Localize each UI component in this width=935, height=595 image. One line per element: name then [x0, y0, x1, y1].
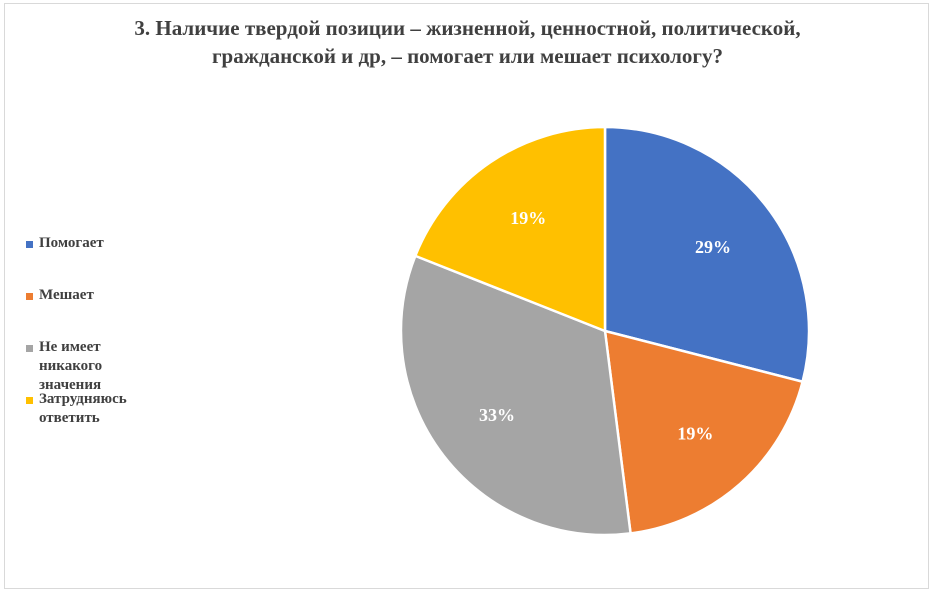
- legend-label: Не имеет никакого значения: [39, 339, 103, 393]
- chart-title-line-1: 3. Наличие твердой позиции – жизненной, …: [134, 16, 801, 40]
- legend-swatch: [26, 293, 33, 300]
- chart-title-line-2: гражданской и др, – помогает или мешает …: [212, 44, 723, 68]
- legend-label: Помогает: [39, 235, 104, 251]
- data-label: 29%: [695, 237, 731, 257]
- legend-swatch: [26, 241, 33, 248]
- data-label: 33%: [479, 405, 515, 425]
- data-label: 19%: [510, 208, 546, 228]
- slice-meshaet: [603, 329, 804, 535]
- legend-swatch: [26, 345, 33, 352]
- legend-item-meshaet: Мешает: [26, 286, 94, 305]
- pie-data-labels: 29% 19% 33% 19%: [479, 208, 731, 444]
- slice-ne-imeet-znacheniya: [399, 254, 632, 537]
- slice-zatrudnyayus-otvetit: [414, 125, 607, 333]
- chart-title: 3. Наличие твердой позиции – жизненной, …: [0, 14, 935, 70]
- legend-item-zatrudnyayus-otvetit: Затрудняюсь ответить: [26, 390, 127, 428]
- legend-item-pomogaet: Помогает: [26, 234, 104, 253]
- legend-label: Затрудняюсь ответить: [39, 391, 127, 426]
- legend-label: Мешает: [39, 287, 94, 303]
- data-label: 19%: [677, 424, 713, 444]
- legend-swatch: [26, 397, 33, 404]
- slice-pomogaet: [603, 125, 811, 383]
- legend-item-ne-imeet-znacheniya: Не имеет никакого значения: [26, 338, 102, 395]
- pie-slices: [399, 125, 811, 537]
